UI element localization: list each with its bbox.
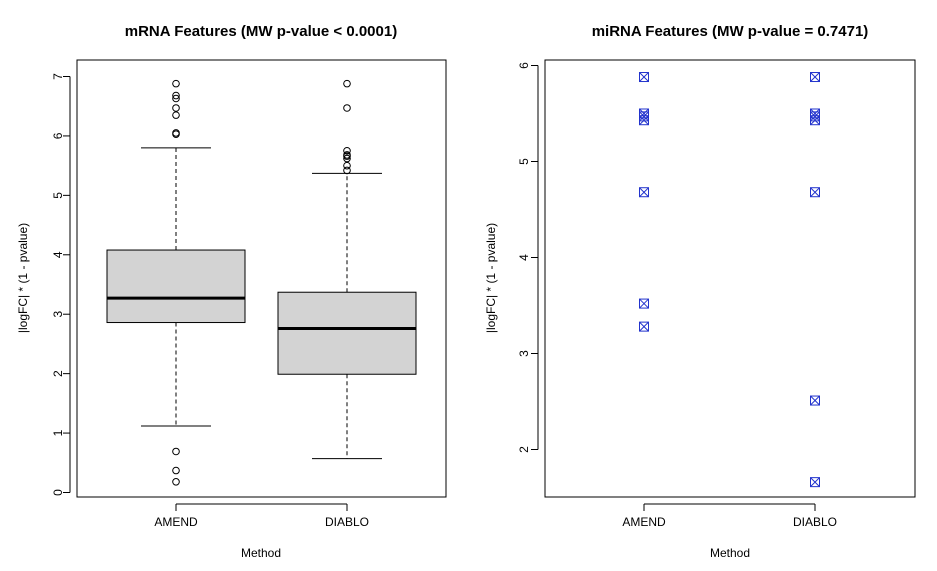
marker-box	[639, 187, 649, 198]
marker-box	[639, 108, 649, 119]
marker-cross	[810, 187, 820, 198]
y-tick-label: 5	[51, 192, 65, 199]
marker-cross	[810, 477, 820, 487]
marker-cross	[810, 111, 820, 122]
marker-box	[639, 321, 649, 332]
y-tick-label: 7	[51, 73, 65, 80]
y-axis-label: |logFC| * (1 - pvalue)	[16, 223, 30, 333]
marker-cross	[810, 108, 820, 119]
marker-cross	[639, 72, 649, 82]
x-axis-label: Method	[710, 546, 750, 560]
marker-box	[639, 298, 649, 309]
x-tick-label: DIABLO	[325, 515, 369, 529]
data-point	[810, 72, 820, 83]
outlier-point	[172, 447, 180, 456]
outlier-point	[343, 104, 351, 112]
y-tick-label: 4	[51, 251, 65, 258]
x-axis-label: Method	[241, 546, 281, 560]
marker-box	[810, 108, 820, 119]
y-tick-label: 6	[517, 62, 531, 69]
y-tick-label: 1	[51, 429, 65, 436]
plot-frame	[544, 59, 916, 498]
x-tick-label: AMEND	[154, 515, 198, 529]
marker-cross	[810, 115, 820, 126]
marker-cross	[639, 111, 649, 122]
marker-box	[810, 477, 820, 488]
mrna-boxplot-panel: mRNA Features (MW p-value < 0.0001) Meth…	[16, 23, 447, 560]
outlier-point	[343, 146, 351, 155]
outlier-point	[172, 104, 180, 112]
y-tick-label: 6	[51, 132, 65, 139]
outlier-point	[172, 111, 180, 119]
plot-frame	[76, 59, 447, 498]
y-tick-label: 3	[517, 350, 531, 357]
y-tick-label: 2	[517, 446, 531, 453]
outlier-point	[172, 129, 180, 137]
y-tick-label: 2	[51, 370, 65, 377]
marker-cross	[810, 395, 820, 406]
marker-box	[810, 72, 820, 83]
outlier-point	[343, 79, 351, 88]
chart-title: miRNA Features (MW p-value = 0.7471)	[592, 23, 869, 40]
outlier-point	[343, 166, 351, 175]
y-tick-label: 0	[51, 489, 65, 496]
marker-box	[810, 395, 820, 406]
marker-box	[810, 187, 820, 198]
outlier-point	[172, 79, 180, 88]
outlier-point	[172, 94, 180, 103]
marker-cross	[639, 108, 649, 119]
marker-cross	[639, 298, 649, 309]
outlier-point	[172, 91, 180, 100]
data-point	[810, 395, 820, 406]
y-tick-label: 3	[51, 311, 65, 318]
marker-cross	[639, 321, 649, 332]
outlier-point	[343, 161, 351, 170]
marker-cross	[639, 115, 649, 126]
data-point	[639, 187, 649, 198]
y-tick-label: 5	[517, 158, 531, 165]
data-point	[810, 187, 820, 198]
marker-cross	[639, 187, 649, 198]
marker-cross	[810, 72, 820, 82]
data-point	[810, 477, 820, 488]
data-point	[639, 108, 649, 119]
marker-box	[639, 72, 649, 83]
data-point	[639, 298, 649, 309]
y-axis-label: |logFC| * (1 - pvalue)	[484, 223, 498, 333]
box-iqr	[277, 291, 417, 375]
outlier-point	[343, 154, 351, 163]
outlier-point	[172, 466, 180, 475]
mirna-scatter-panel: miRNA Features (MW p-value = 0.7471) Met…	[484, 23, 916, 560]
data-point	[639, 321, 649, 332]
chart-title: mRNA Features (MW p-value < 0.0001)	[125, 23, 397, 40]
x-tick-label: AMEND	[622, 515, 666, 529]
data-point	[810, 108, 820, 119]
box-iqr	[106, 249, 246, 324]
data-point	[639, 72, 649, 83]
x-tick-label: DIABLO	[793, 515, 837, 529]
outlier-point	[172, 478, 180, 486]
y-tick-label: 4	[517, 254, 531, 261]
outlier-point	[343, 151, 351, 159]
